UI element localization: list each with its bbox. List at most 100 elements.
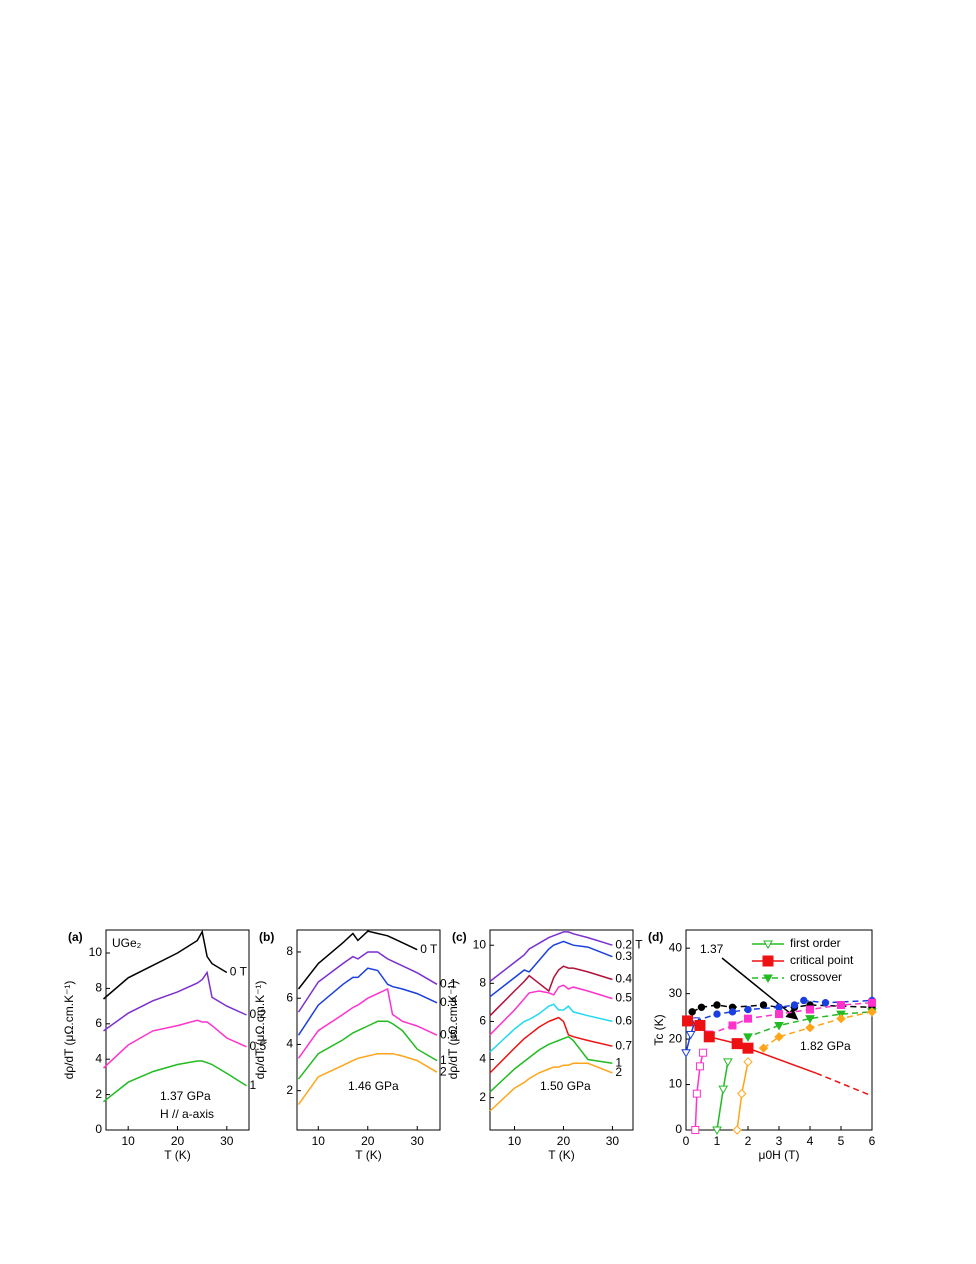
- y-axis-label: dρ/dT (μΩ.cm.K⁻¹): [62, 981, 76, 1080]
- marker: [695, 1062, 704, 1071]
- panel-label: (b): [259, 930, 274, 944]
- series-line: [747, 1047, 817, 1074]
- x-tick-label: 10: [122, 1134, 136, 1148]
- marker: [805, 1023, 815, 1033]
- marker: [775, 1003, 783, 1011]
- marker: [744, 1014, 752, 1023]
- series-line: [489, 931, 613, 982]
- x-tick-label: 20: [171, 1134, 185, 1148]
- marker: [836, 1013, 846, 1024]
- series-label: 1: [440, 1053, 447, 1067]
- series-label: 0 T: [420, 942, 438, 956]
- y-tick-label: 8: [479, 976, 486, 990]
- x-tick-label: 20: [557, 1134, 571, 1148]
- marker: [731, 1038, 743, 1050]
- x-tick-label: 2: [745, 1134, 752, 1148]
- y-axis-label: Tc (K): [652, 1014, 666, 1045]
- y-tick-label: 6: [479, 1014, 486, 1028]
- marker: [703, 1031, 715, 1043]
- series-line: [489, 1003, 613, 1053]
- x-tick-label: 30: [411, 1134, 425, 1148]
- series-line: [103, 1060, 247, 1103]
- series-label: 0 T: [230, 965, 248, 979]
- x-axis-label: T (K): [164, 1148, 190, 1162]
- annotation: UGe₂: [112, 936, 142, 950]
- y-tick-label: 10: [89, 945, 103, 959]
- series-label: 0.7: [615, 1038, 632, 1052]
- marker: [743, 1033, 753, 1042]
- series-label: 1: [615, 1056, 622, 1070]
- x-tick-label: 30: [606, 1134, 620, 1148]
- x-tick-label: 0: [683, 1134, 690, 1148]
- series-line: [489, 1035, 613, 1093]
- marker: [718, 1085, 729, 1095]
- series-line: [489, 940, 613, 998]
- series-label: 0.3: [615, 949, 632, 963]
- marker: [691, 1126, 700, 1134]
- series-line: [489, 1062, 613, 1112]
- x-tick-label: 6: [869, 1134, 876, 1148]
- y-axis-label: dρ/dT (μΩ.cm.K⁻¹): [446, 981, 460, 1080]
- x-tick-label: 10: [312, 1134, 326, 1148]
- marker: [837, 1001, 845, 1009]
- marker: [763, 974, 773, 984]
- annotation: H // a-axis: [160, 1107, 214, 1121]
- series-label: 0.1: [440, 977, 457, 991]
- series-line: [489, 965, 613, 1017]
- marker: [744, 1005, 752, 1014]
- marker: [758, 1043, 769, 1053]
- series-line: [489, 984, 613, 1036]
- marker: [743, 1057, 753, 1067]
- series-label: 2: [615, 1065, 622, 1079]
- series-line: [297, 967, 438, 1036]
- marker: [821, 999, 830, 1007]
- series-line: [102, 1019, 247, 1069]
- y-tick-label: 8: [286, 944, 293, 958]
- series-label: 0.2 T: [615, 937, 643, 951]
- marker: [867, 1007, 877, 1017]
- marker: [694, 1019, 706, 1031]
- series-label: 0.6: [615, 1014, 632, 1028]
- marker: [790, 1001, 799, 1009]
- series-line: [297, 951, 438, 1013]
- marker: [682, 1015, 694, 1027]
- series-label: 0.2: [250, 1007, 267, 1021]
- y-tick-label: 10: [473, 937, 487, 951]
- annotation: 1.37 GPa: [160, 1089, 211, 1103]
- marker: [728, 1021, 737, 1030]
- plot-frame: [296, 929, 441, 1131]
- legend-label: crossover: [790, 970, 842, 984]
- marker: [712, 1126, 722, 1136]
- marker: [805, 1015, 815, 1024]
- marker: [688, 1008, 696, 1016]
- marker: [722, 1058, 733, 1067]
- marker: [681, 1049, 691, 1058]
- marker: [713, 1001, 721, 1009]
- y-tick-label: 6: [286, 990, 293, 1004]
- y-tick-label: 30: [669, 986, 683, 1000]
- series-label: 0.4: [615, 972, 632, 986]
- marker: [759, 1001, 768, 1009]
- y-tick-label: 40: [669, 940, 683, 954]
- x-tick-label: 20: [361, 1134, 375, 1148]
- x-tick-label: 30: [220, 1134, 234, 1148]
- panel-label: (d): [648, 930, 663, 944]
- x-axis-label: T (K): [355, 1148, 381, 1162]
- y-tick-label: 20: [669, 1031, 683, 1045]
- series-line: [489, 1016, 613, 1074]
- marker: [775, 1010, 783, 1019]
- x-tick-label: 10: [508, 1134, 522, 1148]
- marker: [692, 1089, 701, 1098]
- y-tick-label: 8: [95, 981, 102, 995]
- plot-frame: [489, 929, 634, 1131]
- y-tick-label: 4: [479, 1052, 486, 1066]
- marker: [713, 1010, 721, 1018]
- y-tick-label: 2: [479, 1090, 486, 1104]
- series-label: 1: [250, 1078, 257, 1092]
- series-line: [297, 930, 418, 990]
- legend-label: first order: [790, 936, 841, 950]
- x-axis-label: μ0H (T): [759, 1148, 800, 1162]
- marker: [868, 998, 876, 1007]
- marker: [728, 1008, 737, 1016]
- annotation: 1.50 GPa: [540, 1079, 591, 1093]
